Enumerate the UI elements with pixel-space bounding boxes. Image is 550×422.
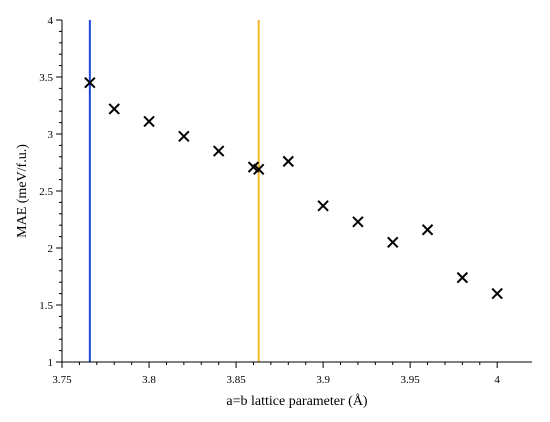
y-tick-label: 2 xyxy=(48,243,54,255)
data-point-stroke xyxy=(282,155,295,168)
data-point xyxy=(352,216,364,228)
data-point-stroke xyxy=(421,224,434,236)
data-point-stroke xyxy=(143,115,155,128)
data-point-stroke xyxy=(178,130,190,142)
data-point xyxy=(421,224,434,236)
x-axis: 3.75 3.8 3.85 3.9 3.95 4 xyxy=(52,361,532,386)
x-tick-label: 3.95 xyxy=(401,374,421,386)
y-tick-label: 1.5 xyxy=(39,300,53,312)
data-point-stroke xyxy=(352,216,364,228)
x-tick-label: 4 xyxy=(494,374,500,386)
data-point-stroke xyxy=(247,161,260,173)
data-point xyxy=(108,103,120,115)
y-axis-label: MAE (meV/f.u.) xyxy=(15,144,30,238)
x-tick-label: 3.9 xyxy=(316,374,330,386)
y-tick-label: 2.5 xyxy=(39,186,53,198)
data-point-stroke xyxy=(84,76,96,89)
x-tick-label: 3.8 xyxy=(142,374,156,386)
data-point xyxy=(178,130,190,142)
data-point-stroke xyxy=(212,145,225,157)
data-point xyxy=(143,115,155,128)
data-point xyxy=(282,155,295,168)
markers xyxy=(84,76,503,300)
y-tick-label: 4 xyxy=(48,15,54,27)
data-point-stroke xyxy=(252,163,265,176)
x-axis-label: a=b lattice parameter (Å) xyxy=(226,393,368,409)
y-axis: 1 1.5 2 2.5 3 3.5 4 xyxy=(39,15,63,369)
data-point xyxy=(491,287,503,300)
data-point-stroke xyxy=(108,103,120,115)
data-point xyxy=(252,163,265,176)
x-tick-label: 3.75 xyxy=(52,374,72,386)
y-tick-label: 3 xyxy=(48,129,54,141)
y-tick-label: 1 xyxy=(48,357,54,369)
vertical-lines xyxy=(88,20,260,362)
data-point-stroke xyxy=(456,271,469,284)
data-point-stroke xyxy=(387,236,399,249)
data-point xyxy=(456,271,469,284)
data-point xyxy=(387,236,399,249)
data-point xyxy=(84,76,96,89)
data-point-stroke xyxy=(317,200,329,212)
data-point xyxy=(212,145,225,157)
data-point-stroke xyxy=(491,287,503,300)
x-tick-label: 3.85 xyxy=(226,374,246,386)
data-point xyxy=(317,200,329,212)
y-tick-label: 3.5 xyxy=(39,72,53,84)
